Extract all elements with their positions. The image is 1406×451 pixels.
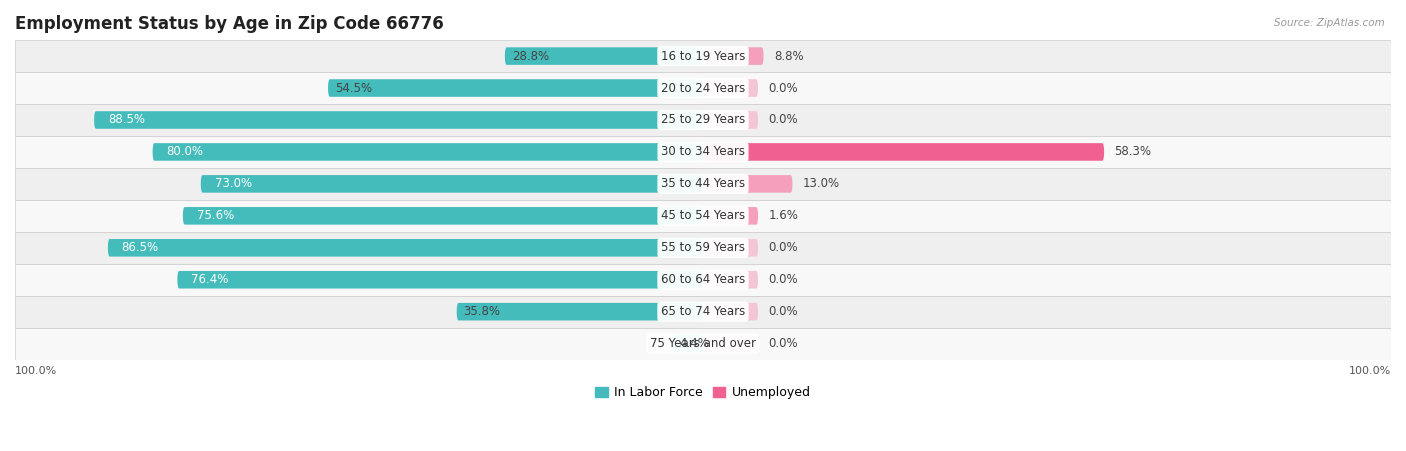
Text: 75 Years and over: 75 Years and over	[650, 337, 756, 350]
FancyBboxPatch shape	[108, 239, 703, 257]
Text: Employment Status by Age in Zip Code 66776: Employment Status by Age in Zip Code 667…	[15, 15, 444, 33]
Text: 0.0%: 0.0%	[768, 337, 799, 350]
Text: 30 to 34 Years: 30 to 34 Years	[661, 145, 745, 158]
FancyBboxPatch shape	[703, 47, 763, 65]
FancyBboxPatch shape	[703, 143, 1104, 161]
Text: 60 to 64 Years: 60 to 64 Years	[661, 273, 745, 286]
Text: 76.4%: 76.4%	[191, 273, 229, 286]
FancyBboxPatch shape	[15, 200, 1391, 232]
FancyBboxPatch shape	[201, 175, 703, 193]
Text: Source: ZipAtlas.com: Source: ZipAtlas.com	[1274, 18, 1385, 28]
Text: 13.0%: 13.0%	[803, 177, 839, 190]
Legend: In Labor Force, Unemployed: In Labor Force, Unemployed	[591, 382, 815, 405]
Text: 100.0%: 100.0%	[1348, 366, 1391, 376]
FancyBboxPatch shape	[15, 168, 1391, 200]
FancyBboxPatch shape	[183, 207, 703, 225]
FancyBboxPatch shape	[703, 79, 758, 97]
FancyBboxPatch shape	[15, 328, 1391, 359]
Text: 0.0%: 0.0%	[768, 305, 799, 318]
FancyBboxPatch shape	[15, 264, 1391, 296]
Text: 35 to 44 Years: 35 to 44 Years	[661, 177, 745, 190]
FancyBboxPatch shape	[457, 303, 703, 321]
FancyBboxPatch shape	[15, 72, 1391, 104]
FancyBboxPatch shape	[328, 79, 703, 97]
FancyBboxPatch shape	[15, 232, 1391, 264]
Text: 45 to 54 Years: 45 to 54 Years	[661, 209, 745, 222]
FancyBboxPatch shape	[703, 239, 758, 257]
Text: 73.0%: 73.0%	[215, 177, 252, 190]
Text: 1.6%: 1.6%	[768, 209, 799, 222]
FancyBboxPatch shape	[153, 143, 703, 161]
Text: 0.0%: 0.0%	[768, 114, 799, 126]
FancyBboxPatch shape	[703, 175, 793, 193]
FancyBboxPatch shape	[177, 271, 703, 289]
Text: 55 to 59 Years: 55 to 59 Years	[661, 241, 745, 254]
Text: 80.0%: 80.0%	[166, 145, 204, 158]
Text: 54.5%: 54.5%	[335, 82, 373, 95]
Text: 75.6%: 75.6%	[197, 209, 233, 222]
Text: 65 to 74 Years: 65 to 74 Years	[661, 305, 745, 318]
Text: 35.8%: 35.8%	[464, 305, 501, 318]
Text: 100.0%: 100.0%	[15, 366, 58, 376]
FancyBboxPatch shape	[94, 111, 703, 129]
Text: 20 to 24 Years: 20 to 24 Years	[661, 82, 745, 95]
Text: 25 to 29 Years: 25 to 29 Years	[661, 114, 745, 126]
FancyBboxPatch shape	[15, 104, 1391, 136]
Text: 86.5%: 86.5%	[122, 241, 159, 254]
Text: 58.3%: 58.3%	[1115, 145, 1152, 158]
FancyBboxPatch shape	[672, 335, 703, 352]
Text: 4.4%: 4.4%	[679, 337, 710, 350]
FancyBboxPatch shape	[505, 47, 703, 65]
FancyBboxPatch shape	[703, 111, 758, 129]
Text: 28.8%: 28.8%	[512, 50, 548, 63]
Text: 16 to 19 Years: 16 to 19 Years	[661, 50, 745, 63]
Text: 88.5%: 88.5%	[108, 114, 145, 126]
Text: 0.0%: 0.0%	[768, 82, 799, 95]
FancyBboxPatch shape	[703, 335, 758, 352]
Text: 8.8%: 8.8%	[773, 50, 803, 63]
Text: 0.0%: 0.0%	[768, 241, 799, 254]
FancyBboxPatch shape	[15, 40, 1391, 72]
Text: 0.0%: 0.0%	[768, 273, 799, 286]
FancyBboxPatch shape	[703, 271, 758, 289]
FancyBboxPatch shape	[15, 296, 1391, 328]
FancyBboxPatch shape	[15, 136, 1391, 168]
FancyBboxPatch shape	[703, 303, 758, 321]
FancyBboxPatch shape	[703, 207, 758, 225]
